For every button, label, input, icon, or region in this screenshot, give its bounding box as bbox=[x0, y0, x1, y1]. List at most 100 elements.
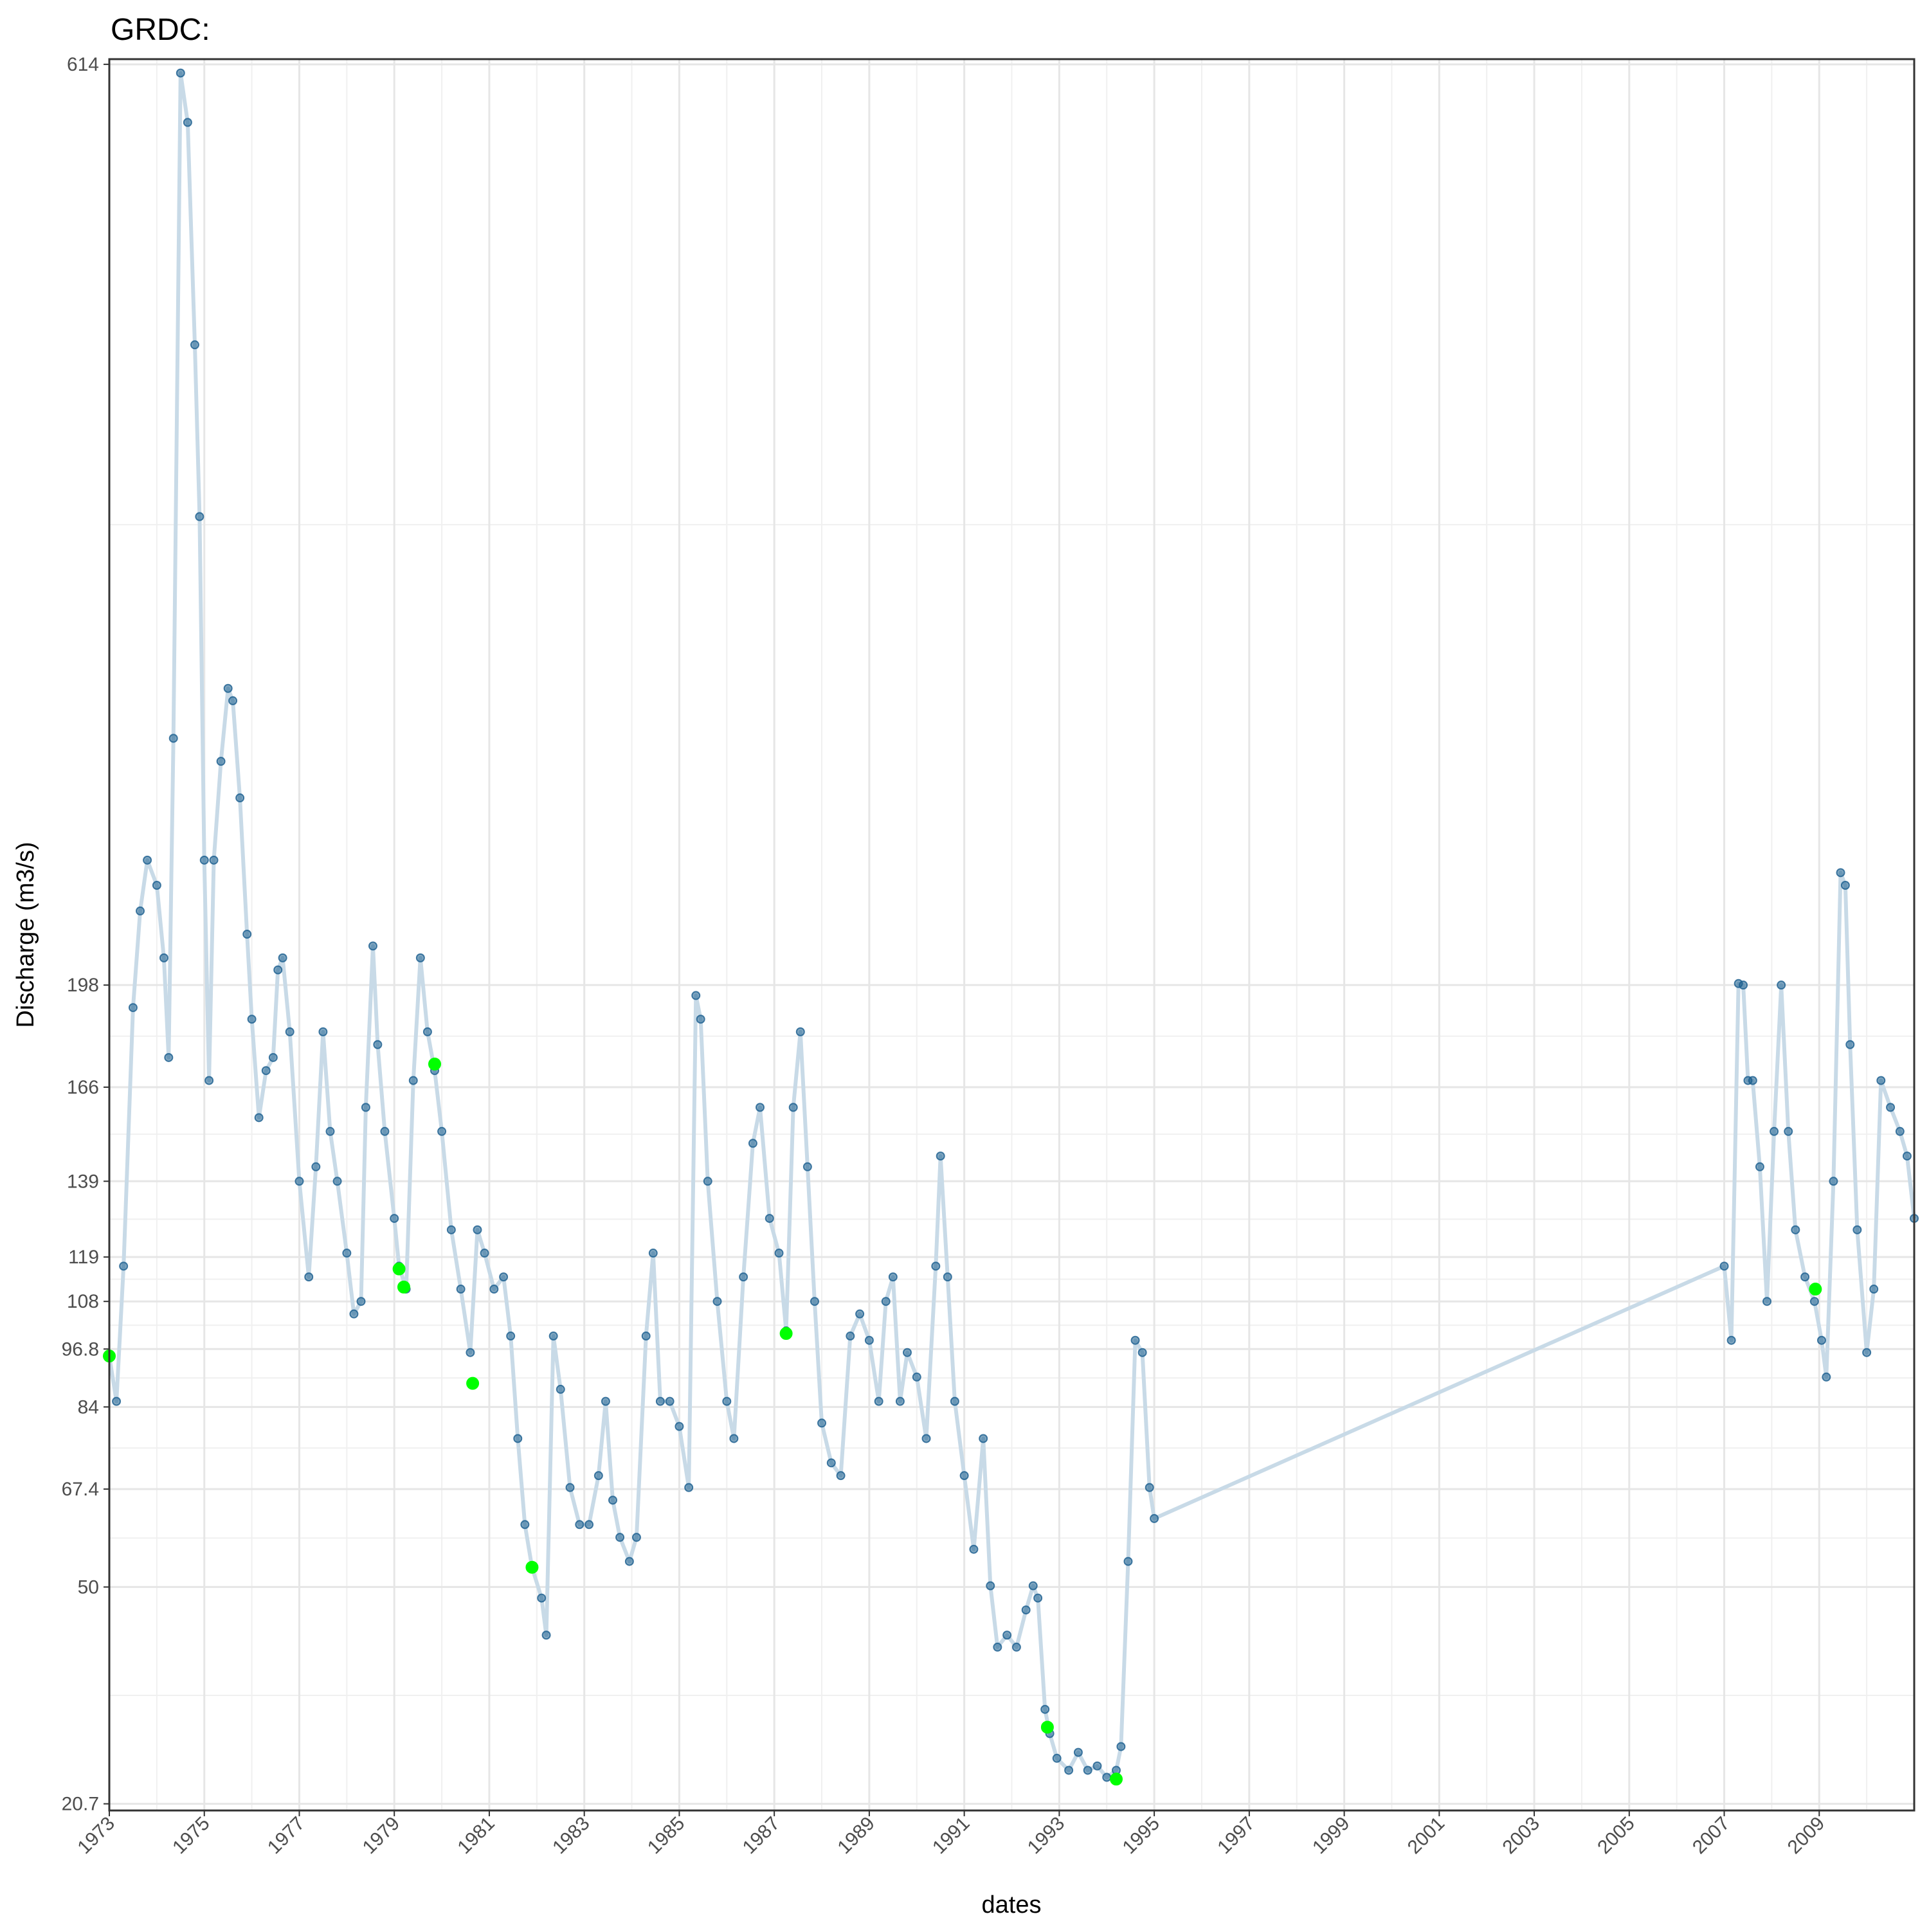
y-tick-label: 20.7 bbox=[62, 1794, 99, 1815]
data-point bbox=[795, 1027, 805, 1036]
data-point bbox=[437, 1126, 447, 1136]
data-point bbox=[332, 1177, 342, 1186]
data-point bbox=[278, 953, 287, 962]
data-point bbox=[1886, 1103, 1896, 1112]
data-point bbox=[209, 855, 219, 865]
data-point bbox=[696, 1015, 705, 1024]
x-tick-label: 1997 bbox=[1213, 1813, 1259, 1859]
data-point bbox=[373, 1040, 383, 1049]
data-point bbox=[556, 1384, 565, 1394]
data-point bbox=[294, 1177, 304, 1186]
data-point bbox=[739, 1272, 748, 1282]
data-point bbox=[836, 1471, 846, 1481]
data-point bbox=[855, 1309, 865, 1319]
data-point bbox=[1876, 1076, 1886, 1085]
data-point bbox=[1755, 1162, 1764, 1171]
data-point bbox=[774, 1249, 784, 1258]
y-axis-label: Discharge (m3/s) bbox=[12, 842, 39, 1027]
data-point bbox=[1829, 1177, 1838, 1186]
panel-border bbox=[108, 58, 1915, 1812]
data-point bbox=[608, 1495, 618, 1505]
data-point bbox=[1033, 1593, 1043, 1603]
data-point bbox=[254, 1113, 264, 1123]
data-point bbox=[1822, 1372, 1831, 1382]
data-point bbox=[1816, 1335, 1826, 1345]
data-point bbox=[1902, 1151, 1912, 1161]
data-point bbox=[846, 1332, 855, 1341]
data-point bbox=[888, 1272, 898, 1282]
data-point bbox=[119, 1261, 129, 1271]
data-point bbox=[422, 1027, 432, 1036]
x-tick-label: 1979 bbox=[359, 1813, 404, 1859]
data-point bbox=[817, 1418, 827, 1428]
data-point bbox=[1739, 980, 1748, 990]
y-tick-label: 166 bbox=[67, 1077, 99, 1098]
data-point bbox=[311, 1162, 321, 1171]
data-point bbox=[223, 683, 233, 693]
data-point bbox=[575, 1520, 584, 1530]
data-point bbox=[912, 1372, 921, 1382]
data-point bbox=[1073, 1747, 1083, 1757]
data-point bbox=[641, 1332, 651, 1341]
data-point bbox=[190, 340, 199, 350]
data-point bbox=[480, 1249, 489, 1258]
data-point bbox=[1791, 1225, 1800, 1234]
data-point bbox=[228, 696, 238, 705]
data-point bbox=[881, 1297, 891, 1306]
y-tick-label: 614 bbox=[67, 54, 99, 75]
data-point bbox=[1083, 1765, 1092, 1775]
data-point bbox=[541, 1630, 551, 1640]
data-point bbox=[755, 1103, 765, 1112]
data-point bbox=[325, 1126, 335, 1136]
data-point bbox=[473, 1225, 482, 1234]
data-point bbox=[1777, 980, 1786, 990]
data-point bbox=[788, 1103, 798, 1112]
x-tick-label: 1999 bbox=[1309, 1813, 1354, 1859]
highlight-point bbox=[1040, 1720, 1054, 1734]
data-point bbox=[1040, 1704, 1050, 1714]
x-tick-label: 1975 bbox=[168, 1813, 214, 1859]
highlight-point bbox=[1110, 1773, 1123, 1786]
data-point bbox=[136, 906, 145, 916]
data-point bbox=[446, 1225, 456, 1234]
data-point bbox=[593, 1471, 603, 1481]
data-point bbox=[273, 965, 283, 975]
data-point bbox=[584, 1520, 594, 1530]
grid bbox=[108, 59, 1914, 1810]
data-point bbox=[986, 1581, 995, 1591]
data-point bbox=[456, 1285, 466, 1294]
data-point bbox=[1102, 1773, 1112, 1782]
x-tick-label: 2007 bbox=[1689, 1813, 1734, 1859]
data-point bbox=[361, 1103, 370, 1112]
data-point bbox=[164, 1052, 174, 1062]
data-point bbox=[950, 1396, 959, 1406]
data-point bbox=[143, 855, 152, 865]
data-point bbox=[993, 1642, 1002, 1652]
data-point bbox=[936, 1151, 945, 1161]
data-point bbox=[520, 1520, 530, 1530]
highlight-point bbox=[1809, 1283, 1822, 1296]
x-tick-label: 2001 bbox=[1404, 1813, 1449, 1859]
x-tick-label: 1977 bbox=[264, 1813, 309, 1859]
highlight-point bbox=[397, 1280, 410, 1294]
highlight-point bbox=[779, 1327, 793, 1341]
data-point bbox=[748, 1139, 757, 1148]
data-point bbox=[1028, 1581, 1038, 1591]
data-point bbox=[176, 68, 185, 78]
data-point bbox=[506, 1332, 516, 1341]
data-point bbox=[1836, 868, 1845, 878]
y-tick-label: 67.4 bbox=[62, 1479, 99, 1500]
data-point bbox=[235, 793, 245, 803]
data-point bbox=[1869, 1285, 1879, 1294]
x-tick-label: 1995 bbox=[1119, 1813, 1164, 1859]
data-point bbox=[318, 1027, 328, 1036]
x-tick-label: 1987 bbox=[739, 1813, 784, 1859]
data-point bbox=[921, 1434, 931, 1443]
data-point bbox=[802, 1162, 812, 1171]
data-point bbox=[342, 1249, 352, 1258]
data-point bbox=[380, 1126, 390, 1136]
data-point bbox=[1784, 1126, 1793, 1136]
data-point bbox=[864, 1335, 874, 1345]
highlight-point bbox=[392, 1262, 406, 1276]
